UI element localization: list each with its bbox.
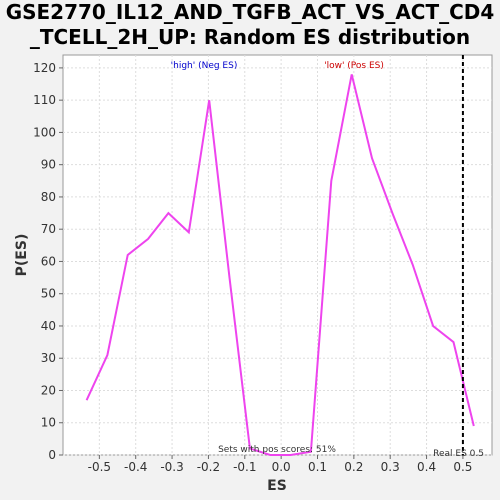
pos-scores-label: Sets with pos scores: 51% (218, 445, 336, 455)
y-axis-label: P(ES) (14, 234, 30, 277)
x-tick-label: 0.1 (308, 460, 327, 474)
y-tick-label: 110 (33, 93, 56, 107)
pos-es-label: 'low' (Pos ES) (324, 61, 384, 71)
x-tick-label: 0.2 (344, 460, 363, 474)
x-tick-label: -0.2 (197, 460, 220, 474)
y-tick-label: 10 (41, 416, 56, 430)
x-tick-label: 0.4 (417, 460, 436, 474)
y-tick-label: 30 (41, 351, 56, 365)
x-tick-label: -0.5 (88, 460, 111, 474)
neg-es-label: 'high' (Neg ES) (171, 61, 238, 71)
y-tick-label: 60 (41, 254, 56, 268)
y-tick-label: 70 (41, 222, 56, 236)
x-tick-label: -0.3 (160, 460, 183, 474)
y-tick-label: 80 (41, 190, 56, 204)
y-tick-label: 90 (41, 158, 56, 172)
y-tick-label: 0 (48, 448, 56, 462)
y-axis-ticks: 0 10 20 30 40 50 60 70 80 90 100 110 120 (33, 61, 63, 462)
y-tick-label: 20 (41, 383, 56, 397)
x-axis-label: ES (267, 478, 287, 494)
y-tick-label: 40 (41, 319, 56, 333)
y-tick-label: 100 (33, 125, 56, 139)
x-tick-label: 0.3 (381, 460, 400, 474)
real-es-label: Real ES 0.5 (433, 449, 484, 459)
x-tick-label: 0.0 (272, 460, 291, 474)
x-tick-label: -0.4 (124, 460, 147, 474)
x-tick-label: 0.5 (453, 460, 472, 474)
x-axis-ticks: -0.5 -0.4 -0.3 -0.2 -0.1 0.0 0.1 0.2 0.3 0.4 0.5 (88, 455, 473, 474)
x-tick-label: -0.1 (233, 460, 256, 474)
y-tick-label: 50 (41, 287, 56, 301)
y-tick-label: 120 (33, 61, 56, 75)
